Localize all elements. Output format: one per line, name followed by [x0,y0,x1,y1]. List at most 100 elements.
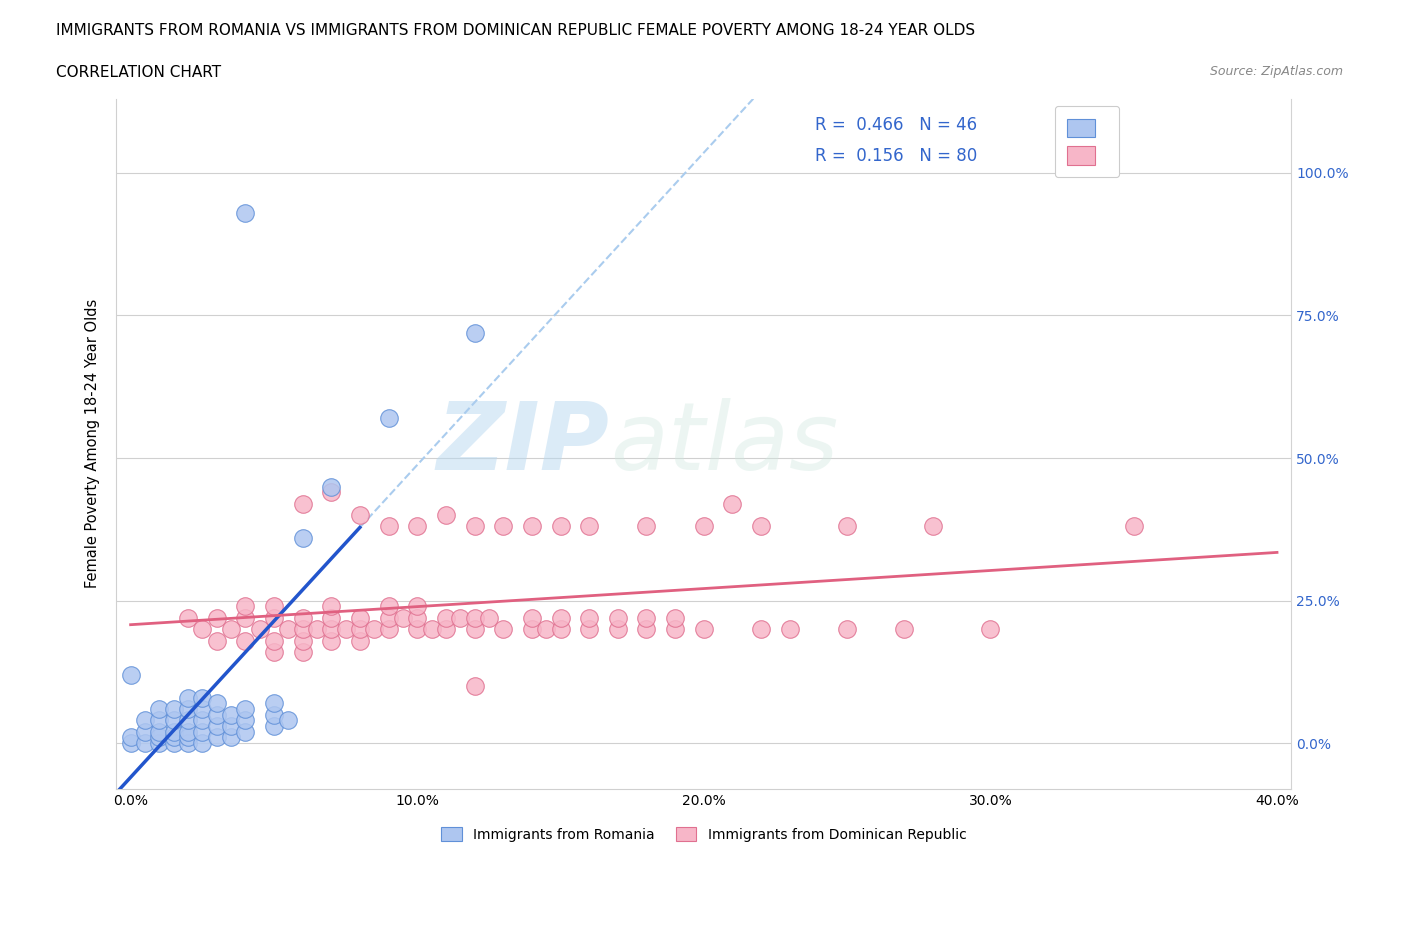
Point [520,519,543,534]
Point [406,599,429,614]
Point [263,644,285,659]
Point [636,621,658,636]
Point [263,719,285,734]
Point [263,599,285,614]
Point [406,519,429,534]
Point [177,690,200,705]
Point [377,411,399,426]
Point [120,736,142,751]
Point [191,690,214,705]
Point [177,730,200,745]
Point [191,621,214,636]
Text: Source: ZipAtlas.com: Source: ZipAtlas.com [1209,65,1343,78]
Y-axis label: Female Poverty Among 18-24 Year Olds: Female Poverty Among 18-24 Year Olds [86,299,100,589]
Point [893,621,915,636]
Point [205,730,228,745]
Point [263,696,285,711]
Point [349,633,371,648]
Point [233,701,256,716]
Point [148,736,170,751]
Point [463,519,485,534]
Point [191,701,214,716]
Point [636,610,658,625]
Point [291,633,314,648]
Point [449,610,471,625]
Point [291,497,314,512]
Point [321,610,343,625]
Point [191,736,214,751]
Point [162,736,184,751]
Point [463,326,485,340]
Point [534,621,557,636]
Point [205,719,228,734]
Point [249,621,271,636]
Point [492,519,515,534]
Point [177,701,200,716]
Point [148,724,170,739]
Point [305,621,328,636]
Point [492,621,515,636]
Point [578,621,600,636]
Point [550,610,572,625]
Point [749,519,772,534]
Point [205,610,228,625]
Text: IMMIGRANTS FROM ROMANIA VS IMMIGRANTS FROM DOMINICAN REPUBLIC FEMALE POVERTY AMO: IMMIGRANTS FROM ROMANIA VS IMMIGRANTS FR… [56,23,976,38]
Point [406,610,429,625]
Point [1122,519,1144,534]
Point [191,724,214,739]
Point [219,730,242,745]
Point [233,713,256,728]
Text: atlas: atlas [610,398,838,489]
Point [434,508,457,523]
Point [205,633,228,648]
Point [219,621,242,636]
Point [177,713,200,728]
Point [134,736,156,751]
Text: CORRELATION CHART: CORRELATION CHART [56,65,221,80]
Point [134,713,156,728]
Point [636,519,658,534]
Point [291,621,314,636]
Point [162,713,184,728]
Point [349,621,371,636]
Point [219,719,242,734]
Legend: Immigrants from Romania, Immigrants from Dominican Republic: Immigrants from Romania, Immigrants from… [436,821,972,847]
Point [550,519,572,534]
Point [263,633,285,648]
Point [321,621,343,636]
Point [377,519,399,534]
Point [277,621,299,636]
Point [349,610,371,625]
Point [520,610,543,625]
Point [120,730,142,745]
Point [363,621,385,636]
Point [721,497,744,512]
Point [478,610,501,625]
Point [835,519,858,534]
Point [463,610,485,625]
Point [233,599,256,614]
Point [177,736,200,751]
Point [749,621,772,636]
Point [148,713,170,728]
Point [291,530,314,545]
Text: R =  0.466   N = 46: R = 0.466 N = 46 [815,116,977,134]
Point [922,519,945,534]
Text: R =  0.156   N = 80: R = 0.156 N = 80 [815,147,977,165]
Point [291,610,314,625]
Point [233,206,256,220]
Point [664,610,686,625]
Point [291,644,314,659]
Point [835,621,858,636]
Point [219,707,242,722]
Point [177,724,200,739]
Text: ZIP: ZIP [437,398,610,490]
Point [420,621,443,636]
Point [463,679,485,694]
Point [463,621,485,636]
Point [406,621,429,636]
Point [321,599,343,614]
Point [134,724,156,739]
Point [693,519,716,534]
Point [578,610,600,625]
